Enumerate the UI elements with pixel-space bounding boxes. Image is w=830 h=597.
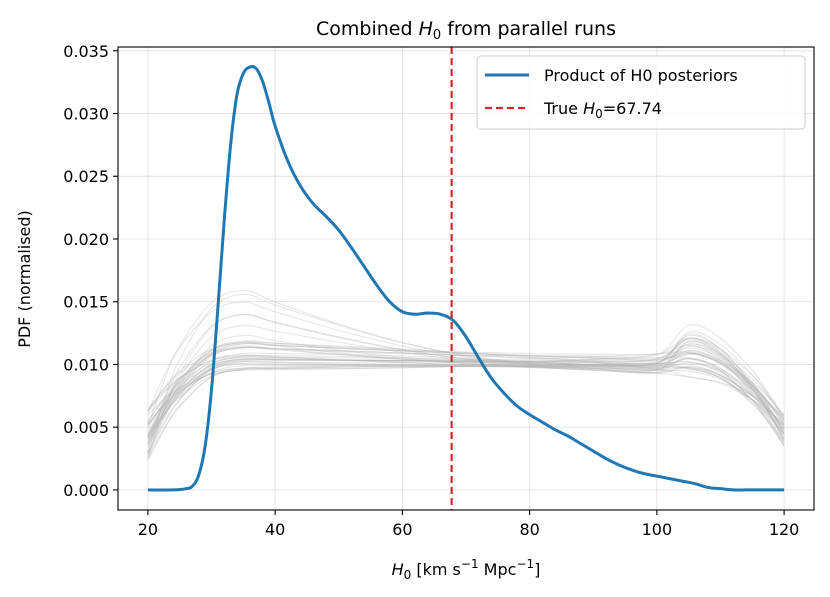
run-curve [147,313,785,459]
run-curve [147,324,785,453]
ticks: 20 40 60 80 100 120 0.000 0.005 0.010 0.015 0.020 0… [63,42,799,539]
y-tick-label: 0.000 [63,481,109,500]
run-curve [147,340,785,439]
run-curve [147,333,785,442]
run-curve [147,356,785,454]
run-curve [147,360,785,442]
run-curve [147,360,785,446]
y-axis-label: PDF (normalised) [15,210,34,348]
run-curve [147,301,785,424]
run-curve [147,313,785,445]
run-curve [147,355,785,446]
run-curve [147,353,785,437]
run-curve [147,354,785,417]
plot-frame [117,46,815,511]
run-curve [147,351,785,458]
run-curve [147,342,785,456]
run-curve [147,337,785,442]
run-curve [147,337,785,435]
run-curve [147,289,785,427]
y-tick-label: 0.030 [63,105,109,124]
y-tick-label: 0.035 [63,42,109,61]
legend-label-true-h0: True H0=67.74 [543,99,662,121]
run-curve [147,293,785,453]
y-tick-label: 0.025 [63,167,109,186]
run-curve [147,365,785,461]
run-curve [147,352,785,438]
y-tick-label: 0.020 [63,230,109,249]
y-tick-label: 0.005 [63,418,109,437]
legend-label-posterior: Product of H0 posteriors [544,66,738,85]
run-curve [147,342,785,426]
x-tick-label: 40 [265,520,285,539]
run-curve [147,360,785,440]
x-tick-label: 60 [392,520,412,539]
x-axis-label: H0 [km s−1 Mpc−1] [392,557,541,582]
run-curve [147,362,785,436]
run-curve [147,337,785,448]
x-tick-label: 100 [642,520,673,539]
series-layer [147,47,785,510]
run-curve [147,334,785,455]
x-tick-label: 120 [769,520,800,539]
run-curve [147,346,785,425]
y-tick-label: 0.010 [63,355,109,374]
run-curve [147,324,785,420]
run-curve [147,341,785,438]
posterior-product-line [147,65,785,492]
run-curve [147,351,785,439]
x-tick-label: 20 [138,520,158,539]
run-curve [147,356,785,443]
run-curve [147,340,785,434]
x-tick-label: 80 [519,520,539,539]
y-tick-label: 0.015 [63,293,109,312]
legend-box [476,55,806,130]
run-curve [147,357,785,459]
run-curve [147,364,785,427]
run-curve [147,342,785,447]
chart-title: Combined H0 from parallel runs [316,18,616,43]
run-curve [147,341,785,439]
run-curve [147,349,785,443]
legend: Product of H0 posteriors True H0=67.74 [476,55,806,130]
background-run-curves [147,289,785,461]
run-curve [147,334,785,434]
run-curve [147,343,785,444]
run-curve [147,340,785,435]
run-curve [147,354,785,429]
